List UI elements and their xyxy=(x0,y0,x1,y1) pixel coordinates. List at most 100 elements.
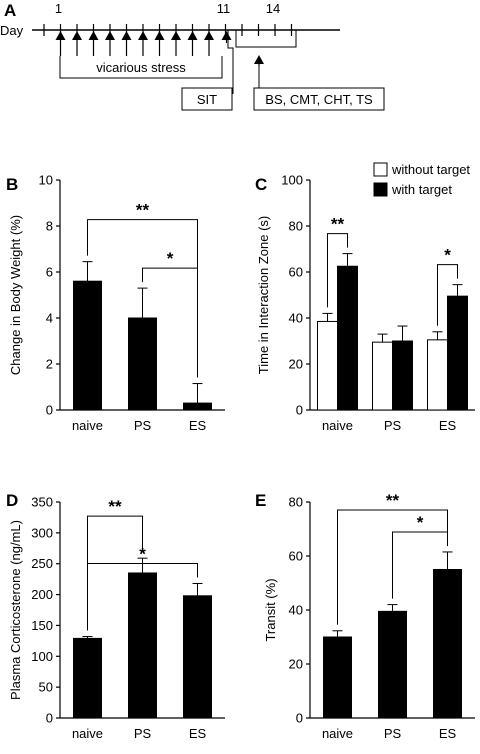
x-tick-label: naive xyxy=(322,726,353,741)
legend-swatch xyxy=(373,162,388,177)
bar xyxy=(73,280,102,411)
panel-letter-a: A xyxy=(4,1,16,20)
y-tick-label: 60 xyxy=(289,549,303,564)
y-tick-label: 0 xyxy=(46,711,53,726)
bar xyxy=(392,340,413,411)
y-tick-label: 80 xyxy=(289,495,303,510)
x-tick-label: naive xyxy=(72,726,103,741)
y-axis-label: Change in Body Weight (%) xyxy=(8,215,23,375)
significance-star: * xyxy=(444,246,451,265)
stress-label: vicarious stress xyxy=(96,60,186,75)
x-tick-label: ES xyxy=(189,726,207,741)
bar xyxy=(447,295,468,411)
significance-bracket xyxy=(337,509,448,625)
bar xyxy=(372,341,393,411)
panel-letter-e: E xyxy=(255,491,266,510)
sit-box xyxy=(181,87,233,111)
panel-d-chart: D 0 50 100 150 200 250 300 350 Plasma Corticoste… xyxy=(6,491,225,741)
bar xyxy=(427,339,448,411)
y-tick-label: 80 xyxy=(289,219,303,234)
significance-star: ** xyxy=(386,491,400,510)
y-tick-label: 150 xyxy=(31,618,53,633)
significance-star: * xyxy=(139,544,146,563)
y-tick-label: 250 xyxy=(31,556,53,571)
timeline-day-labels: 1 11 14 xyxy=(55,1,280,16)
x-tick-label: PS xyxy=(134,418,152,433)
y-tick-label: 20 xyxy=(289,657,303,672)
tests-label: BS, CMT, CHT, TS xyxy=(265,92,373,107)
legend-label: with target xyxy=(391,182,452,197)
y-tick-label: 0 xyxy=(296,711,303,726)
x-tick-label: PS xyxy=(384,418,402,433)
significance-star: * xyxy=(167,249,174,268)
x-tick-label: naive xyxy=(72,418,103,433)
legend-swatch xyxy=(373,182,388,197)
y-tick-label: 20 xyxy=(289,357,303,372)
stress-day-arrow xyxy=(138,31,148,40)
bar xyxy=(317,320,338,411)
sit-connector xyxy=(227,30,234,94)
panel-b-chart: B 0 2 4 6 8 10 Change in Body Weight (%) naive P… xyxy=(6,173,225,433)
legend-label: without target xyxy=(391,162,470,177)
significance-bracket xyxy=(142,267,198,378)
y-tick-label: 0 xyxy=(296,403,303,418)
bar xyxy=(337,265,358,411)
bar xyxy=(183,402,212,411)
timeline-day-label: 1 xyxy=(55,1,62,16)
significance-bracket xyxy=(437,264,458,326)
y-tick-label: 200 xyxy=(31,587,53,602)
panel-b-content: 0 2 4 6 8 10 Change in Body Weight (%) naive PS E… xyxy=(8,173,225,433)
timeline-arrows xyxy=(55,31,264,66)
y-tick-label: 4 xyxy=(46,311,53,326)
y-tick-label: 0 xyxy=(46,403,53,418)
x-tick-label: PS xyxy=(134,726,152,741)
stress-day-arrow xyxy=(171,31,181,40)
y-tick-label: 40 xyxy=(289,603,303,618)
timeline-panel: A Day 1 11 14 vicarious stress SIT BS, CMT… xyxy=(0,1,385,111)
y-tick-label: 100 xyxy=(281,173,303,188)
tests-box xyxy=(253,87,385,111)
panel-d-content: 0 50 100 150 200 250 300 350 Plasma Corticostero… xyxy=(8,495,225,741)
timeline-day-label: 14 xyxy=(266,1,280,16)
tests-arrow xyxy=(254,55,264,64)
stress-day-arrow xyxy=(121,31,132,40)
y-tick-label: 10 xyxy=(39,173,53,188)
x-tick-label: ES xyxy=(439,418,457,433)
y-tick-label: 6 xyxy=(46,265,53,280)
panel-letter-d: D xyxy=(6,491,18,510)
panel-c-chart: C 0 20 40 60 80 100 Time in Interaction Zone (… xyxy=(255,162,475,433)
x-tick-label: naive xyxy=(322,418,353,433)
stress-day-arrow xyxy=(88,31,99,40)
stress-day-arrow xyxy=(55,31,66,40)
stress-day-arrow xyxy=(154,31,165,40)
significance-star: ** xyxy=(136,201,150,220)
sit-day-arrow xyxy=(221,31,232,40)
stress-day-arrow xyxy=(204,31,214,40)
y-tick-label: 40 xyxy=(289,311,303,326)
y-axis-label: Transit (%) xyxy=(263,578,278,641)
tests-bracket xyxy=(235,30,297,48)
y-tick-label: 100 xyxy=(31,649,53,664)
significance-bracket xyxy=(87,562,198,631)
sit-label: SIT xyxy=(197,92,217,107)
panel-letter-b: B xyxy=(6,175,18,194)
y-tick-label: 8 xyxy=(46,219,53,234)
stress-bracket xyxy=(59,56,223,79)
significance-bracket xyxy=(392,531,448,599)
bar xyxy=(128,317,157,411)
y-tick-label: 2 xyxy=(46,357,53,372)
significance-bracket xyxy=(327,233,348,308)
bar xyxy=(128,572,157,719)
x-tick-label: ES xyxy=(189,418,207,433)
bar xyxy=(73,637,102,719)
y-tick-label: 60 xyxy=(289,265,303,280)
x-tick-label: ES xyxy=(439,726,457,741)
timeline-axis-label: Day xyxy=(0,23,24,38)
panel-letter-c: C xyxy=(255,175,267,194)
y-tick-label: 50 xyxy=(39,680,53,695)
x-tick-label: PS xyxy=(384,726,402,741)
y-axis-label: Plasma Corticosterone (ng/mL) xyxy=(8,520,23,700)
bar xyxy=(323,636,352,719)
